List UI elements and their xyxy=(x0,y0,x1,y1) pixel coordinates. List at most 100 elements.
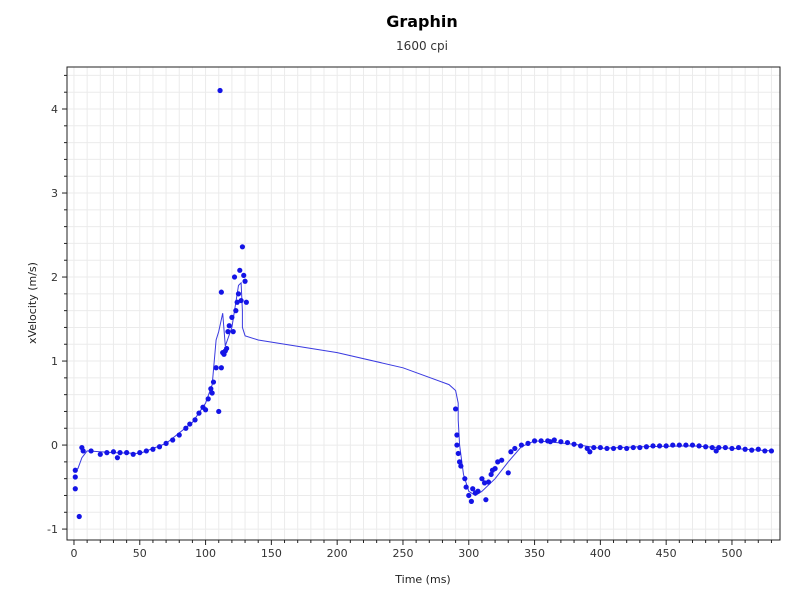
data-point xyxy=(183,425,189,431)
x-tick-label: 150 xyxy=(261,547,282,560)
data-point xyxy=(610,445,617,452)
data-point xyxy=(468,498,475,504)
data-point xyxy=(558,439,564,445)
data-point xyxy=(587,449,593,455)
x-tick-label: 450 xyxy=(656,547,677,560)
data-point xyxy=(235,291,242,297)
data-point xyxy=(518,442,525,448)
data-point xyxy=(130,451,136,457)
data-point xyxy=(703,444,709,450)
data-point xyxy=(481,480,488,486)
y-tick-label: 2 xyxy=(51,271,58,284)
data-point xyxy=(505,470,511,476)
plot-frame xyxy=(66,66,781,541)
data-point xyxy=(224,345,230,352)
data-point xyxy=(643,444,650,450)
data-point xyxy=(170,437,176,443)
data-point xyxy=(479,476,485,482)
data-point xyxy=(176,432,182,438)
data-point xyxy=(499,457,505,463)
data-point xyxy=(689,442,696,448)
data-point xyxy=(538,438,544,444)
y-tick-label: 1 xyxy=(51,355,58,368)
x-tick-label: 400 xyxy=(590,547,611,560)
data-point xyxy=(196,410,202,416)
data-point xyxy=(571,441,577,447)
data-point xyxy=(209,390,215,396)
data-point xyxy=(670,442,676,448)
data-point xyxy=(462,476,468,482)
data-point xyxy=(225,329,231,335)
data-point xyxy=(455,450,461,457)
data-point xyxy=(76,513,82,520)
data-point xyxy=(456,459,463,465)
data-point xyxy=(205,396,211,402)
y-tick-label: -1 xyxy=(47,523,58,536)
x-tick-label: 250 xyxy=(392,547,413,560)
data-point xyxy=(735,444,742,451)
data-point xyxy=(163,440,169,446)
chart-subtitle: 1600 cpi xyxy=(396,39,448,53)
data-point xyxy=(241,272,247,278)
data-point xyxy=(492,465,498,472)
data-point xyxy=(716,444,722,451)
data-point xyxy=(187,421,193,427)
data-point xyxy=(597,444,603,451)
data-point xyxy=(696,443,702,449)
data-point xyxy=(650,443,656,449)
data-point xyxy=(547,439,553,445)
data-point xyxy=(495,459,501,465)
x-tick-label: 300 xyxy=(458,547,479,560)
x-axis-label: Time (ms) xyxy=(394,573,450,586)
data-point xyxy=(591,444,597,451)
y-tick-label: 0 xyxy=(51,439,58,452)
data-point xyxy=(512,445,518,452)
x-tick-label: 350 xyxy=(524,547,545,560)
data-point xyxy=(463,484,469,490)
x-tick-label: 50 xyxy=(133,547,147,560)
data-point xyxy=(683,442,689,448)
data-point xyxy=(110,449,117,455)
data-point xyxy=(676,442,682,448)
data-point xyxy=(192,417,198,423)
data-point xyxy=(551,437,557,443)
data-point xyxy=(458,463,464,469)
data-point xyxy=(637,444,643,451)
data-point xyxy=(114,455,121,461)
data-point xyxy=(578,443,584,449)
data-point xyxy=(72,474,78,480)
data-point xyxy=(617,444,623,451)
data-point xyxy=(226,323,232,329)
data-point xyxy=(709,444,715,451)
chart-title: Graphin xyxy=(386,12,458,31)
data-point xyxy=(768,448,775,454)
data-point xyxy=(80,448,86,454)
data-point xyxy=(762,448,768,454)
data-point xyxy=(470,486,476,492)
data-point xyxy=(729,445,735,452)
data-point xyxy=(454,442,460,448)
data-point xyxy=(483,497,489,503)
data-point xyxy=(604,445,610,452)
data-point xyxy=(229,314,235,320)
data-point xyxy=(216,408,222,415)
data-point xyxy=(210,379,217,385)
data-point xyxy=(466,492,472,499)
data-point xyxy=(749,447,755,453)
x-tick-label: 200 xyxy=(327,547,348,560)
data-point xyxy=(217,87,223,94)
data-point xyxy=(231,274,238,280)
y-tick-label: 4 xyxy=(51,103,58,116)
data-point xyxy=(508,449,514,455)
data-point xyxy=(564,439,571,446)
data-point xyxy=(755,446,761,452)
data-point xyxy=(525,440,531,446)
data-point xyxy=(239,244,246,250)
data-point xyxy=(72,467,78,473)
data-point xyxy=(143,448,149,454)
data-point xyxy=(202,407,209,413)
data-point xyxy=(137,450,143,456)
axes: 0 50 100 150 200 250 300 350 400 450 500 -1 0 1 2 3 4 xyxy=(47,74,772,560)
data-point xyxy=(453,406,459,412)
